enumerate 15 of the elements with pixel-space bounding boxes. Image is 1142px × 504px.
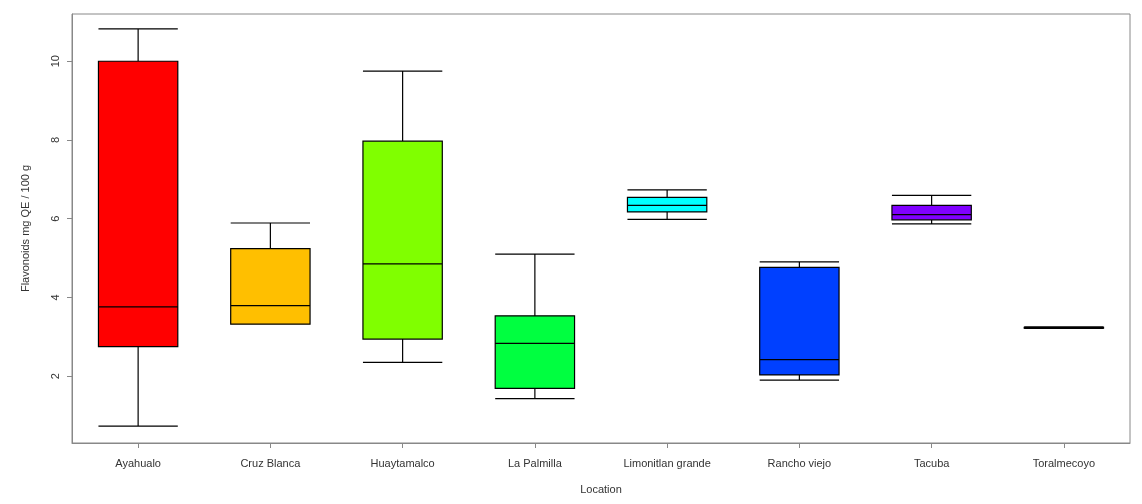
y-tick-label: 4 (48, 294, 61, 301)
y-tick-label: 2 (48, 373, 61, 380)
y-tick-label: 10 (48, 55, 61, 68)
x-tick-label: Cruz Blanca (240, 456, 302, 469)
y-axis-title: Flavonoids mg QE / 100 g (18, 164, 31, 293)
x-tick-label: Toralmecoyo (1032, 456, 1096, 469)
x-axis-title: Location (580, 482, 622, 495)
x-tick-label: Huaytamalco (370, 456, 435, 469)
y-tick-label: 6 (48, 215, 61, 222)
x-tick-label: Limonitlan grande (623, 456, 711, 469)
x-tick-label: Tacuba (913, 456, 951, 469)
x-tick-label: La Palmilla (507, 456, 563, 469)
x-tick-label: Ayahualo (115, 456, 161, 469)
y-tick-label: 8 (48, 136, 61, 144)
x-tick-label: Rancho viejo (767, 456, 832, 469)
